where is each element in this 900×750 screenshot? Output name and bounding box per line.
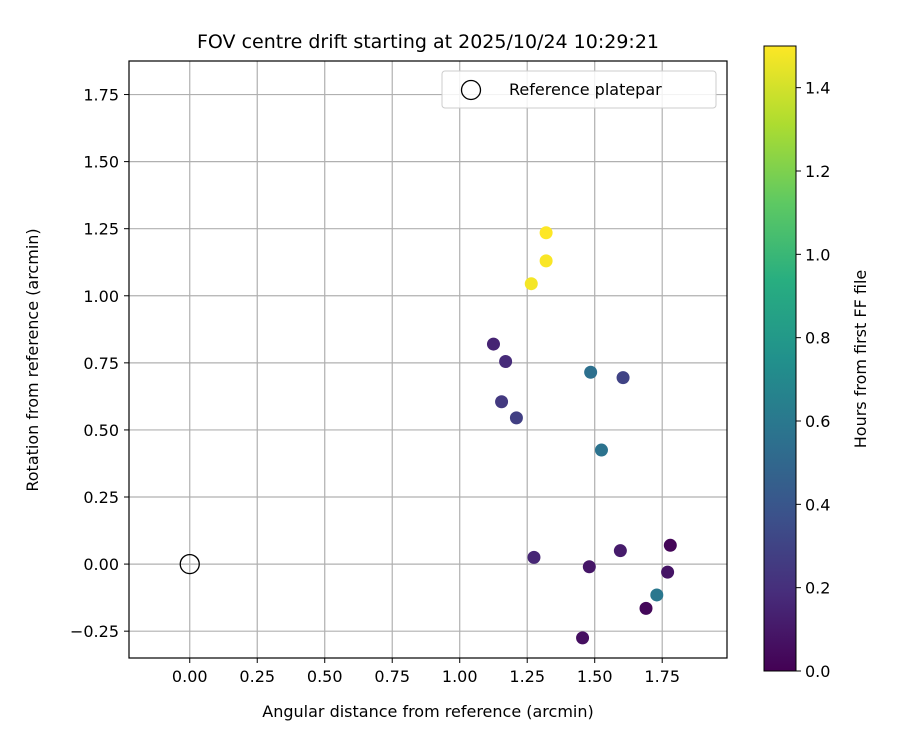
scatter-points [486,226,677,645]
scatter-point [486,337,500,351]
x-tick-label: 0.50 [307,667,343,686]
reference-platepar-marker [179,553,200,575]
y-tick-label: 1.00 [83,287,119,306]
scatter-point [582,560,596,574]
scatter-point [495,395,509,409]
x-axis-label: Angular distance from reference (arcmin) [262,702,593,721]
scatter-point [594,443,608,457]
x-tick-label: 0.25 [239,667,275,686]
grid [129,61,727,658]
colorbar-tick-label: 0.2 [805,579,830,598]
colorbar-ticks: 0.0 0.2 0.4 0.6 0.8 1.0 1.2 1.4 [796,79,830,681]
colorbar-gradient [763,45,797,672]
scatter-point [661,565,675,579]
colorbar-tick-label: 0.6 [805,412,830,431]
x-tick-label: 1.50 [577,667,613,686]
y-tick-label: 1.50 [83,153,119,172]
colorbar-tick-label: 1.2 [805,162,830,181]
chart-title: FOV centre drift starting at 2025/10/24 … [197,31,659,53]
scatter-point [499,355,513,369]
scatter-point [539,226,553,240]
y-axis-ticks: −0.25 0.00 0.25 0.50 0.75 1.00 1.25 1.50 1.75 [70,86,129,641]
legend-box [441,70,717,109]
scatter-point [616,371,630,385]
colorbar: 0.0 0.2 0.4 0.6 0.8 1.0 1.2 1.4 Hours from firs… [763,45,870,681]
scatter-point [524,277,538,291]
scatter-point [509,411,523,425]
y-tick-label: 0.50 [83,421,119,440]
scatter-point [576,631,590,645]
legend-label-reference: Reference platepar [509,80,662,99]
y-tick-label: 0.00 [83,555,119,574]
colorbar-tick-label: 0.8 [805,329,830,348]
colorbar-tick-label: 0.4 [805,495,830,514]
x-tick-label: 1.00 [442,667,478,686]
y-tick-label: 1.75 [83,86,119,105]
x-tick-label: 0.00 [172,667,208,686]
colorbar-label: Hours from first FF file [851,270,870,449]
legend-marker-reference [460,79,482,101]
scatter-point [663,538,677,552]
scatter-point [639,601,653,615]
y-tick-label: −0.25 [70,622,119,641]
scatter-point [539,254,553,268]
x-axis-ticks: 0.00 0.25 0.50 0.75 1.00 1.25 1.50 1.75 [172,658,680,686]
x-tick-label: 0.75 [374,667,410,686]
plot-area-frame [128,60,728,659]
scatter-point [650,588,664,602]
y-tick-label: 1.25 [83,220,119,239]
x-tick-label: 1.75 [644,667,680,686]
y-tick-label: 0.75 [83,354,119,373]
scatter-point [613,544,627,558]
y-tick-label: 0.25 [83,488,119,507]
scatter-point [527,550,541,564]
colorbar-tick-label: 1.4 [805,79,830,98]
x-tick-label: 1.25 [509,667,545,686]
reference-marker-layer [179,553,200,575]
y-axis-label: Rotation from reference (arcmin) [23,228,42,491]
legend: Reference platepar [441,70,717,109]
colorbar-tick-label: 1.0 [805,245,830,264]
scatter-point [584,365,598,379]
colorbar-tick-label: 0.0 [805,662,830,681]
